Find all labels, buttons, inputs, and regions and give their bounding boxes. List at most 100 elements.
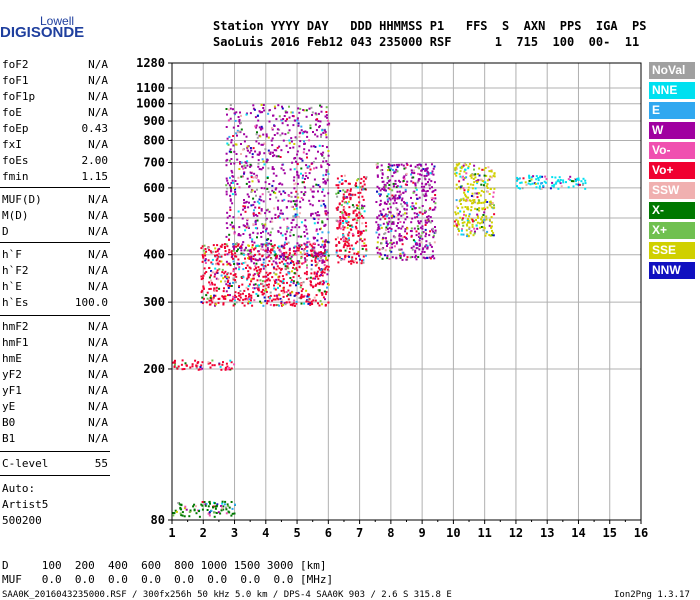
echo-point (427, 172, 430, 174)
echo-point (280, 289, 283, 292)
echo-point (286, 262, 289, 265)
echo-point (248, 298, 251, 301)
echo-point (348, 193, 351, 196)
echo-point (414, 186, 417, 189)
echo-point (246, 219, 249, 222)
echo-point (321, 293, 324, 296)
echo-point (390, 239, 393, 242)
echo-point (339, 217, 342, 220)
echo-point (376, 166, 379, 169)
legend-item-nne: NNE (649, 82, 695, 99)
echo-point (488, 178, 491, 181)
echo-point (402, 164, 405, 167)
echo-point (322, 160, 325, 163)
echo-point (470, 230, 473, 232)
echo-point (402, 191, 405, 194)
echo-point (320, 274, 322, 276)
echo-point (322, 181, 325, 184)
echo-point (174, 363, 176, 366)
y-tick-label: 900 (143, 114, 165, 128)
echo-point (233, 150, 236, 153)
echo-point (250, 278, 253, 281)
echo-point (229, 359, 232, 362)
echo-point (201, 508, 204, 511)
echo-point (266, 244, 269, 247)
echo-point (319, 257, 322, 259)
echo-point (356, 253, 358, 255)
echo-point (269, 234, 272, 237)
echo-point (201, 296, 204, 299)
echo-point (345, 214, 348, 216)
echo-point (459, 210, 462, 213)
echo-point (468, 215, 471, 218)
echo-point (269, 193, 272, 196)
echo-point (251, 189, 254, 192)
echo-point (404, 218, 407, 221)
echo-point (223, 272, 226, 275)
echo-point (260, 103, 263, 106)
echo-point (489, 175, 492, 178)
echo-point (401, 239, 404, 242)
echo-point (385, 240, 388, 243)
echo-point (395, 257, 398, 260)
echo-point (381, 172, 384, 175)
echo-point (289, 168, 292, 171)
echo-point (291, 219, 294, 222)
echo-point (493, 213, 496, 216)
echo-point (245, 155, 248, 158)
echo-point (285, 238, 288, 241)
echo-point (179, 503, 182, 506)
echo-point (305, 273, 308, 276)
echo-point (250, 255, 253, 258)
echo-point (396, 163, 398, 166)
echo-point (357, 232, 360, 234)
echo-point (433, 181, 436, 184)
echo-point (468, 226, 471, 229)
echo-point (177, 365, 180, 368)
echo-point (272, 266, 275, 269)
echo-point (430, 245, 433, 248)
echo-point (386, 257, 389, 260)
echo-point (411, 208, 414, 211)
echo-point (361, 247, 364, 250)
echo-point (200, 278, 203, 281)
echo-point (462, 233, 465, 236)
echo-point (521, 187, 524, 190)
echo-point (416, 215, 419, 218)
echo-point (228, 282, 231, 285)
param-name: foF2 (2, 58, 29, 71)
echo-point (232, 304, 235, 307)
echo-point (300, 282, 303, 285)
echo-point (309, 168, 312, 171)
echo-point (481, 216, 484, 219)
echo-point (252, 212, 255, 215)
echo-point (326, 163, 329, 165)
echo-point (363, 210, 366, 213)
echo-point (411, 217, 414, 220)
echo-point (240, 153, 242, 155)
echo-point (421, 237, 424, 240)
echo-point (421, 248, 424, 251)
echo-point (218, 363, 221, 366)
echo-point (266, 279, 269, 282)
echo-point (466, 233, 469, 236)
echo-point (299, 131, 302, 134)
echo-point (210, 299, 213, 302)
echo-point (336, 177, 339, 180)
echo-point (316, 214, 319, 217)
echo-point (237, 292, 240, 294)
echo-point (279, 255, 282, 258)
echo-point (273, 254, 276, 257)
echo-point (263, 163, 266, 166)
echo-point (405, 237, 408, 240)
echo-point (214, 294, 217, 297)
echo-point (290, 195, 293, 198)
legend-item-vo-: Vo- (649, 142, 695, 159)
echo-point (202, 297, 205, 300)
echo-point (567, 178, 570, 181)
y-tick-label: 1280 (136, 56, 165, 70)
echo-point (252, 277, 255, 280)
param-value: N/A (88, 400, 108, 413)
echo-point (278, 115, 281, 118)
echo-point (311, 247, 314, 250)
